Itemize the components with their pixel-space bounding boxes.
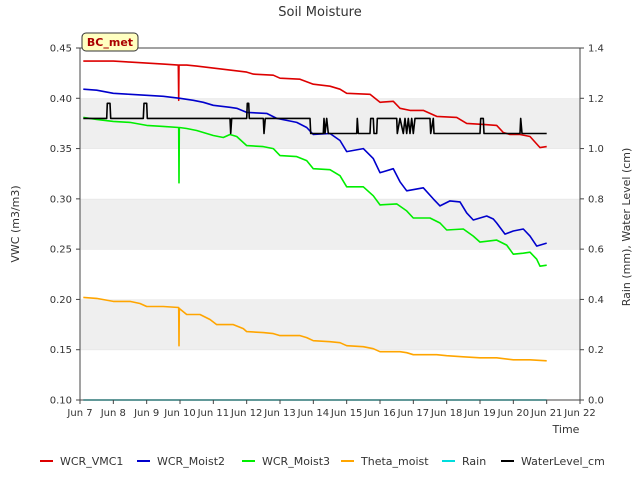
x-tick-label: Jun 22 — [563, 408, 596, 419]
grid-band — [80, 198, 580, 250]
series-line-waterlevel-cm — [83, 102, 547, 135]
y-axis-left-label: VWC (m3/m3) — [9, 185, 22, 262]
grid-band — [80, 249, 580, 300]
x-axis: Jun 7 Jun 8 Jun 9 Jun 10 Jun 11 Jun 12 Jun 13 J… — [66, 400, 596, 419]
legend-item: WCR_Moist2 — [137, 455, 225, 468]
x-tick-label: Jun 16 — [363, 408, 396, 419]
y-right-tick-label: 0.0 — [588, 396, 604, 407]
grid-band — [80, 48, 580, 99]
legend-label: WaterLevel_cm — [521, 455, 605, 468]
series-line-theta-moist — [83, 296, 547, 362]
grid-bands — [80, 47, 580, 400]
y-left-tick-label: 0.25 — [50, 245, 72, 256]
series-line-wcr-moist3 — [83, 116, 547, 268]
badge-box — [81, 32, 139, 52]
legend-item: Theta_moist — [341, 455, 429, 468]
y-left-tick-label: 0.45 — [50, 44, 72, 55]
y-right-tick-label: 0.6 — [588, 245, 604, 256]
series-line-wcr-moist2 — [83, 88, 547, 247]
x-tick-label: Jun 7 — [66, 408, 92, 419]
y-right-tick-label: 0.2 — [588, 345, 604, 356]
legend-label: Theta_moist — [360, 455, 429, 468]
x-tick-label: Jun 11 — [197, 408, 230, 419]
y-axis-right: 0.0 0.2 0.4 0.6 0.8 1.0 1.2 1.4 — [580, 44, 604, 407]
plot-frame — [79, 47, 581, 401]
y-left-tick-label: 0.30 — [50, 194, 72, 205]
y-left-tick-label: 0.35 — [50, 144, 72, 155]
x-axis-label: Time — [552, 423, 580, 436]
grid-band — [80, 349, 580, 400]
y-right-tick-label: 1.4 — [588, 44, 604, 55]
chart-title: Soil Moisture — [278, 5, 362, 20]
legend-label: WCR_Moist3 — [262, 455, 330, 468]
x-tick-label: Jun 13 — [263, 408, 296, 419]
badge: BC_met — [81, 32, 139, 52]
x-tick-label: Jun 21 — [530, 408, 563, 419]
legend-label: Rain — [462, 455, 486, 468]
legend-item: Rain — [442, 455, 486, 468]
x-tick-label: Jun 9 — [133, 408, 159, 419]
y-right-tick-label: 1.2 — [588, 94, 604, 105]
y-left-tick-label: 0.10 — [50, 396, 72, 407]
y-right-tick-label: 1.0 — [588, 144, 604, 155]
x-tick-label: Jun 10 — [163, 408, 196, 419]
legend-item: WCR_VMC1 — [40, 455, 123, 468]
x-tick-label: Jun 20 — [497, 408, 530, 419]
grid-band — [80, 98, 580, 149]
legend: WCR_VMC1 WCR_Moist2 WCR_Moist3 Theta_moist R… — [40, 455, 605, 468]
badge-label: BC_met — [87, 36, 133, 49]
x-tick-label: Jun 12 — [230, 408, 263, 419]
y-left-tick-label: 0.40 — [50, 94, 72, 105]
x-tick-label: Jun 19 — [463, 408, 496, 419]
x-tick-label: Jun 18 — [430, 408, 463, 419]
legend-label: WCR_VMC1 — [60, 455, 123, 468]
y-axis-right-label: Rain (mm), Water Level (cm) — [620, 148, 633, 307]
y-axis-left: 0.10 0.15 0.20 0.25 0.30 0.35 0.40 0.45 — [50, 44, 80, 407]
x-tick-label: Jun 8 — [100, 408, 126, 419]
legend-item: WCR_Moist3 — [242, 455, 330, 468]
y-left-tick-label: 0.15 — [50, 345, 72, 356]
x-tick-label: Jun 17 — [397, 408, 430, 419]
legend-item: WaterLevel_cm — [501, 455, 605, 468]
series-line-wcr-vmc1 — [83, 60, 547, 149]
x-tick-label: Jun 15 — [330, 408, 363, 419]
y-left-tick-label: 0.20 — [50, 295, 72, 306]
y-right-tick-label: 0.8 — [588, 194, 604, 205]
x-tick-label: Jun 14 — [297, 408, 330, 419]
grid-band — [80, 148, 580, 199]
legend-label: WCR_Moist2 — [157, 455, 225, 468]
y-right-tick-label: 0.4 — [588, 295, 604, 306]
